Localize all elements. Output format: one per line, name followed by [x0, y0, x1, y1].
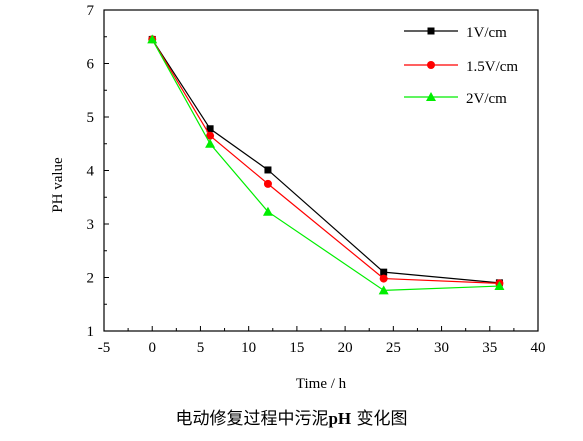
legend-marker: [427, 27, 435, 35]
x-tick-label: -5: [98, 340, 111, 356]
x-tick-label: 20: [338, 340, 353, 356]
y-axis-ticks: 1 2 3 4 5 6 7: [87, 3, 109, 340]
y-tick-label: 5: [87, 110, 95, 126]
y-tick-label: 7: [87, 3, 95, 19]
legend-marker: [427, 61, 435, 69]
x-tick-label: 40: [531, 340, 546, 356]
caption-suffix: 变化图: [356, 409, 408, 429]
legend: 1V/cm 1.5V/cm 2V/cm: [404, 25, 518, 107]
figure-caption: 电动修复过程中污泥pH 变化图: [0, 404, 583, 434]
x-axis-label: Time / h: [296, 376, 347, 392]
data-point: [380, 268, 388, 276]
x-tick-label: 5: [197, 340, 205, 356]
series-2: [148, 35, 504, 288]
data-point: [378, 285, 389, 295]
x-tick-label: 15: [289, 340, 304, 356]
series-line: [151, 39, 500, 284]
caption-prefix: 电动修复过程中污泥: [175, 409, 329, 429]
series-3: [147, 34, 505, 295]
legend-label: 1.5V/cm: [466, 59, 518, 75]
legend-label: 1V/cm: [466, 25, 507, 41]
series-1: [148, 35, 503, 287]
y-tick-label: 4: [87, 164, 95, 180]
x-axis-ticks: -5 0 5 10 15 20 25 30 35 40: [98, 326, 546, 356]
legend-item: 2V/cm: [404, 91, 507, 107]
data-point: [206, 131, 215, 140]
x-tick-label: 10: [241, 340, 256, 356]
legend-item: 1V/cm: [404, 25, 507, 41]
y-axis-label: PH value: [50, 157, 66, 213]
x-tick-label: 30: [434, 340, 449, 356]
caption-ph: pH: [328, 409, 352, 428]
data-point: [206, 125, 214, 133]
data-point: [264, 166, 272, 174]
data-point: [263, 179, 272, 188]
y-tick-label: 1: [87, 324, 95, 340]
x-tick-label: 35: [482, 340, 497, 356]
data-point: [494, 281, 505, 291]
x-tick-label: 25: [386, 340, 401, 356]
legend-label: 2V/cm: [466, 91, 507, 107]
legend-marker: [426, 92, 436, 101]
y-tick-label: 6: [87, 57, 95, 73]
data-point: [262, 206, 273, 216]
y-tick-label: 2: [87, 271, 95, 287]
data-point: [379, 274, 388, 283]
legend-item: 1.5V/cm: [404, 59, 518, 75]
series-layer: [147, 34, 505, 295]
data-point: [147, 34, 158, 44]
data-point: [205, 138, 216, 148]
x-tick-label: 0: [148, 340, 156, 356]
series-line: [151, 39, 500, 291]
y-tick-label: 3: [87, 217, 95, 233]
series-line: [151, 39, 500, 284]
